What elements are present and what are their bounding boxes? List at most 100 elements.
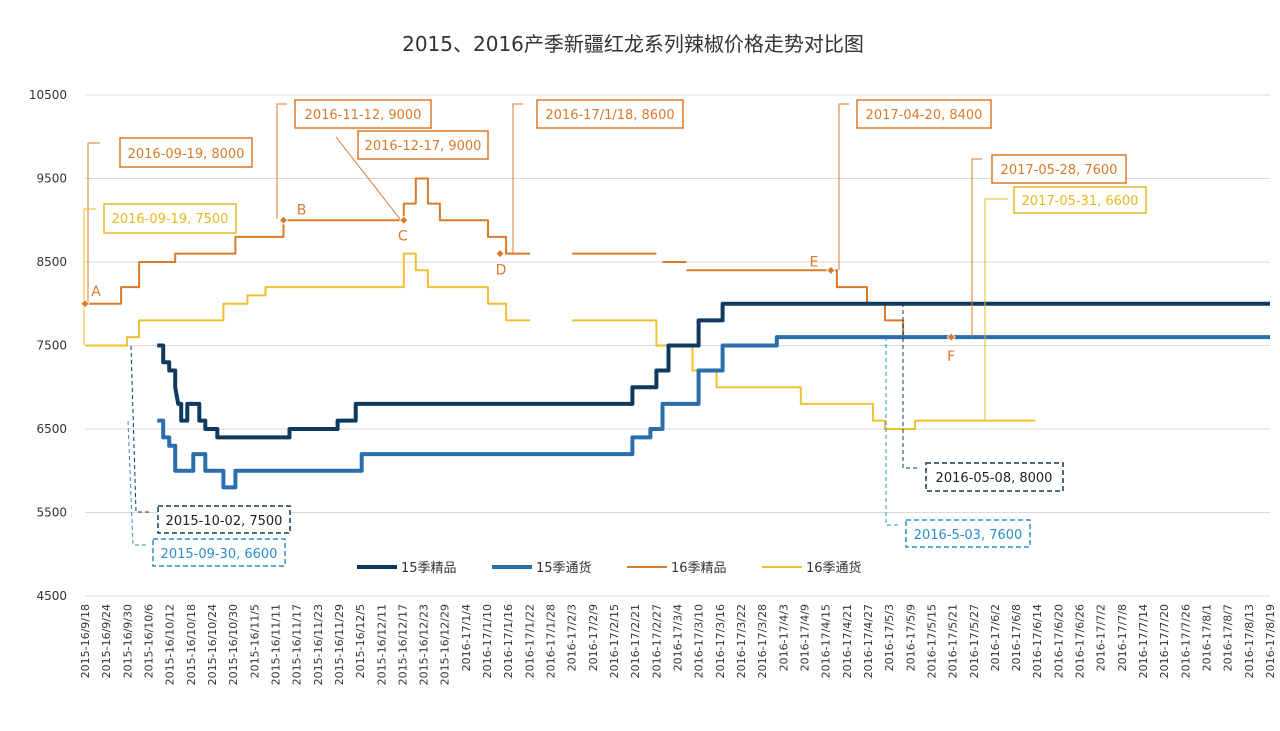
- x-tick-label: 2016-17/2/27: [650, 604, 663, 678]
- x-tick-label: 2015-16/9/30: [121, 604, 134, 678]
- annotation-navy-may: 2016-05-08, 8000: [902, 303, 1064, 492]
- x-tick-label: 2016-17/2/3: [566, 604, 579, 671]
- annotation-d: 2016-17/1/18, 8600: [512, 99, 684, 253]
- x-tick-label: 2016-17/8/1: [1201, 604, 1214, 671]
- x-tick-label: 2015-16/9/18: [79, 604, 92, 678]
- x-tick-label: 2016-17/7/8: [1116, 604, 1129, 671]
- legend: 15季精品 15季通货 16季精品 16季通货: [357, 560, 862, 576]
- point-label: E: [809, 254, 818, 270]
- x-tick-label: 2016-17/6/14: [1031, 604, 1044, 678]
- x-tick-label: 2016-17/1/4: [460, 604, 473, 671]
- annotation-label: 2016-11-12, 9000: [305, 108, 422, 123]
- x-tick-label: 2016-17/6/8: [1010, 604, 1023, 671]
- annotation-navy-oct: 2015-10-02, 7500: [130, 345, 291, 534]
- annotation-label: 2016-12-17, 9000: [365, 139, 482, 154]
- annotation-e: 2017-04-20, 8400: [838, 99, 992, 270]
- x-tick-label: 2016-17/6/26: [1074, 604, 1087, 678]
- x-tick-label: 2015-16/11/11: [269, 604, 282, 685]
- x-tick-label: 2016-17/1/28: [545, 604, 558, 678]
- x-tick-label: 2016-17/8/13: [1243, 604, 1256, 678]
- legend-label: 16季精品: [671, 561, 727, 576]
- point-label: A: [91, 284, 101, 300]
- point-label: C: [398, 228, 408, 244]
- x-tick-label: 2015-16/12/23: [418, 604, 431, 685]
- point-marker: [826, 265, 836, 275]
- x-tick-label: 2015-16/9/24: [100, 604, 113, 678]
- point-marker: [495, 249, 505, 259]
- point-marker: [946, 332, 956, 342]
- series-line-16季精品: [85, 177, 531, 305]
- point-marker: [80, 299, 90, 309]
- annotation-blue-may: 2016-5-03, 7600: [885, 337, 1031, 548]
- annotation-label: 2016-09-19, 7500: [112, 212, 229, 227]
- annotation-label: 2016-09-19, 8000: [128, 147, 245, 162]
- x-tick-label: 2016-17/1/10: [481, 604, 494, 678]
- point-label: F: [947, 349, 955, 365]
- x-tick-label: 2015-16/12/11: [375, 604, 388, 685]
- y-tick-label: 7500: [36, 339, 67, 353]
- x-tick-label: 2015-16/11/29: [333, 604, 346, 685]
- x-tick-label: 2016-17/3/22: [735, 604, 748, 678]
- point-label: D: [496, 263, 507, 279]
- x-tick-label: 2016-17/5/3: [883, 604, 896, 671]
- y-tick-label: 5500: [36, 506, 67, 520]
- annotation-label: 2016-17/1/18, 8600: [545, 108, 674, 123]
- series-line-16季通货: [85, 252, 531, 347]
- x-tick-label: 2016-17/1/22: [523, 604, 536, 678]
- y-axis-ticks: 4500 5500 6500 7500 8500 9500 10500: [29, 88, 67, 603]
- series-line-15季通货: [157, 335, 1270, 490]
- annotation-label: 2016-05-08, 8000: [936, 471, 1053, 486]
- annotation-label: 2017-05-28, 7600: [1001, 163, 1118, 178]
- y-tick-label: 6500: [36, 422, 67, 436]
- x-tick-label: 2015-16/11/23: [312, 604, 325, 685]
- annotation-label: 2016-5-03, 7600: [914, 528, 1023, 543]
- x-tick-label: 2016-17/8/19: [1264, 604, 1277, 678]
- legend-label: 15季通货: [536, 560, 592, 576]
- x-tick-label: 2015-16/10/30: [227, 604, 240, 685]
- x-tick-label: 2016-17/3/10: [693, 604, 706, 678]
- y-tick-label: 9500: [36, 172, 67, 186]
- point-marker: [278, 215, 289, 225]
- x-tick-label: 2015-16/10/18: [185, 604, 198, 685]
- x-tick-label: 2016-17/5/27: [968, 604, 981, 678]
- x-tick-label: 2016-17/6/2: [989, 604, 1002, 671]
- point-label: B: [297, 202, 307, 218]
- x-tick-label: 2016-17/3/28: [756, 604, 769, 678]
- x-tick-label: 2016-17/8/7: [1222, 604, 1235, 671]
- annotation-f: 2017-05-28, 7600: [971, 154, 1127, 337]
- x-tick-label: 2016-17/2/15: [608, 604, 621, 678]
- x-tick-label: 2016-17/6/20: [1052, 604, 1065, 678]
- x-tick-label: 2016-17/7/14: [1137, 604, 1150, 678]
- x-tick-label: 2016-17/7/2: [1095, 604, 1108, 671]
- x-tick-label: 2016-17/5/9: [904, 604, 917, 671]
- x-tick-label: 2015-16/11/5: [248, 604, 261, 678]
- annotation-label: 2017-05-31, 6600: [1022, 194, 1139, 209]
- annotation-label: 2017-04-20, 8400: [866, 108, 983, 123]
- annotation-c: 2016-12-17, 9000: [335, 130, 489, 220]
- x-tick-label: 2016-17/4/21: [841, 604, 854, 678]
- series-lines: [85, 177, 1270, 490]
- legend-label: 15季精品: [401, 561, 457, 576]
- annotation-b: 2016-11-12, 9000: [276, 99, 432, 219]
- series-line-15季精品: [157, 301, 1270, 440]
- chart-title: 2015、2016产季新疆红龙系列辣椒价格走势对比图: [402, 32, 864, 56]
- annotations: 2016-09-19, 8000 2016-11-12, 9000 2016-1…: [83, 99, 1147, 567]
- y-tick-label: 4500: [36, 589, 67, 603]
- x-tick-label: 2015-16/11/17: [291, 604, 304, 685]
- x-tick-label: 2016-17/5/15: [925, 604, 938, 678]
- x-tick-label: 2015-16/12/17: [396, 604, 409, 685]
- x-tick-label: 2016-17/5/21: [947, 604, 960, 678]
- x-tick-label: 2016-17/3/16: [714, 604, 727, 678]
- x-axis-ticks: 2015-16/9/18 2015-16/9/24 2015-16/9/30 2015…: [79, 604, 1277, 685]
- x-tick-label: 2015-16/10/6: [142, 604, 155, 678]
- x-tick-label: 2015-16/12/5: [354, 604, 367, 678]
- annotation-label: 2015-10-02, 7500: [166, 514, 283, 529]
- annotation-a-yellow: 2016-09-19, 7500: [83, 203, 237, 345]
- x-tick-label: 2016-17/4/27: [862, 604, 875, 678]
- x-tick-label: 2016-17/7/26: [1179, 604, 1192, 678]
- x-tick-label: 2015-16/10/24: [206, 604, 219, 685]
- x-tick-label: 2016-17/4/15: [820, 604, 833, 678]
- point-marker: [399, 215, 409, 225]
